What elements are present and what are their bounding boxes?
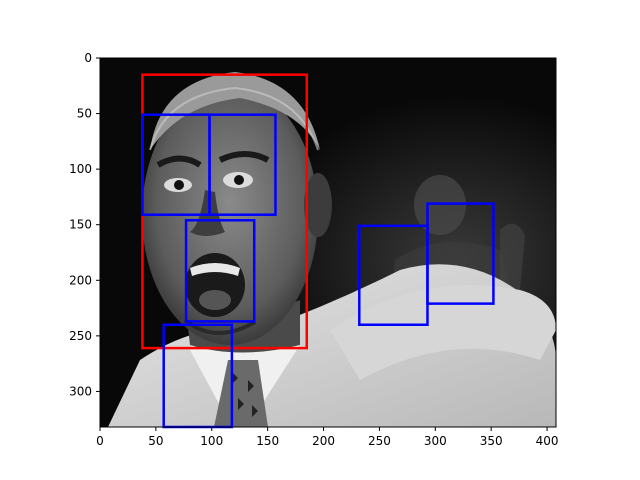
feature-box-2 (184, 219, 256, 323)
x-tick-label: 0 (96, 434, 104, 448)
x-tick-label: 250 (368, 434, 391, 448)
feature-box-layer (141, 113, 495, 429)
x-tick-label: 100 (200, 434, 223, 448)
x-tick-label: 400 (536, 434, 559, 448)
y-tick-label: 100 (69, 162, 92, 176)
x-tick-label: 150 (256, 434, 279, 448)
x-tick-label: 350 (480, 434, 503, 448)
y-tick-label: 150 (69, 218, 92, 232)
x-tick-label: 50 (148, 434, 163, 448)
feature-box-5 (426, 202, 495, 305)
y-tick-label: 250 (69, 329, 92, 343)
y-tick-label: 50 (77, 107, 92, 121)
photo (100, 58, 556, 427)
y-tick-label: 0 (84, 51, 92, 65)
x-tick-label: 200 (312, 434, 335, 448)
feature-box-1 (208, 113, 277, 216)
axes-frame (99, 57, 557, 428)
y-axis-ticks: 0 50 100 150 200 250 300 (69, 51, 100, 398)
x-tick-label: 300 (424, 434, 447, 448)
y-tick-label: 200 (69, 273, 92, 287)
y-tick-label: 300 (69, 384, 92, 398)
x-axis-ticks: 0 50 100 150 200 250 300 350 400 (96, 427, 559, 448)
